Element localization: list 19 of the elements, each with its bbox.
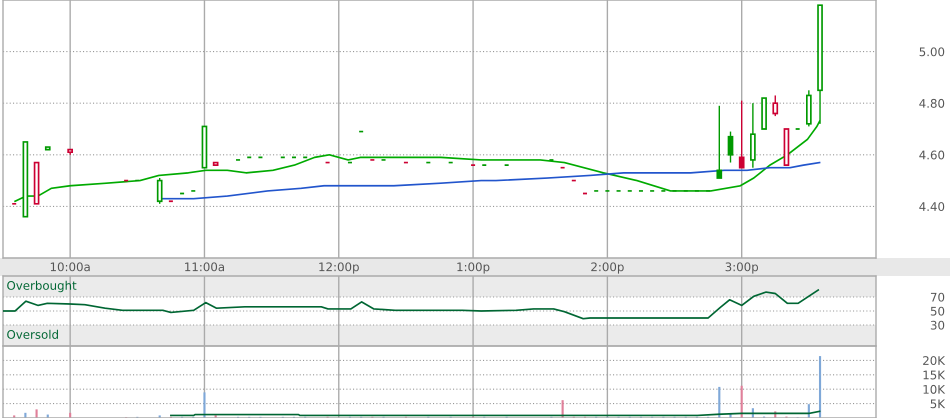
y-tick-label: 10K <box>924 384 946 394</box>
y-tick-label: 4.40 <box>919 202 944 212</box>
band-label: Oversold <box>7 330 58 339</box>
y-tick-label: 50 <box>930 306 944 316</box>
y-tick-label: 5.00 <box>920 47 944 56</box>
band-label: Overbought <box>7 280 76 292</box>
x-tick-label: 11:00a <box>185 262 224 272</box>
y-tick-label: 4.80 <box>919 98 944 108</box>
y-tick-label: 4.60 <box>919 150 944 160</box>
x-tick-label: 12:00p <box>319 262 359 274</box>
y-tick-label: 30 <box>930 320 944 330</box>
x-tick-label: 10:00a <box>50 262 90 272</box>
x-tick-label: 1:00p <box>457 262 490 274</box>
x-tick-label: 2:00p <box>591 262 624 274</box>
y-tick-label: 70 <box>930 292 944 302</box>
y-tick-label: 20K <box>923 356 946 366</box>
x-tick-label: 3:00p <box>726 262 758 274</box>
y-tick-label: 15K <box>924 370 946 380</box>
y-tick-label: 5K <box>930 399 946 408</box>
